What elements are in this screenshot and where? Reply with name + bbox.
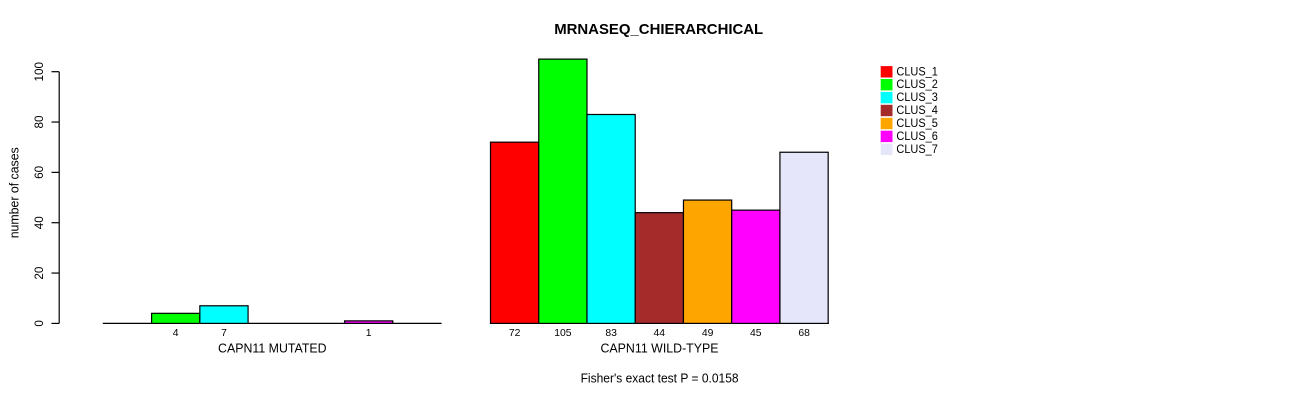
svg-text:100: 100 — [33, 61, 46, 81]
svg-text:49: 49 — [702, 328, 714, 339]
svg-text:45: 45 — [750, 328, 762, 339]
svg-text:CLUS_7: CLUS_7 — [896, 144, 938, 156]
svg-text:CAPN11 MUTATED: CAPN11 MUTATED — [218, 340, 327, 355]
svg-text:1: 1 — [366, 328, 372, 339]
svg-text:CLUS_1: CLUS_1 — [896, 66, 938, 78]
svg-text:number of cases: number of cases — [7, 147, 22, 238]
svg-text:7: 7 — [221, 328, 227, 339]
svg-text:Fisher's exact test P = 0.0158: Fisher's exact test P = 0.0158 — [581, 370, 739, 385]
svg-text:80: 80 — [33, 115, 46, 129]
svg-text:CLUS_6: CLUS_6 — [896, 131, 938, 143]
svg-text:CLUS_3: CLUS_3 — [896, 92, 938, 104]
svg-text:0: 0 — [33, 320, 46, 327]
svg-text:60: 60 — [33, 165, 46, 179]
svg-text:44: 44 — [654, 328, 666, 339]
svg-text:105: 105 — [554, 328, 572, 339]
svg-text:CLUS_2: CLUS_2 — [896, 79, 938, 91]
svg-text:68: 68 — [798, 328, 810, 339]
svg-text:4: 4 — [173, 328, 179, 339]
svg-text:83: 83 — [605, 328, 617, 339]
svg-text:40: 40 — [33, 216, 46, 230]
svg-text:CLUS_5: CLUS_5 — [896, 118, 938, 130]
svg-text:CAPN11 WILD-TYPE: CAPN11 WILD-TYPE — [601, 340, 719, 355]
svg-text:72: 72 — [509, 328, 521, 339]
svg-text:CLUS_4: CLUS_4 — [896, 105, 938, 117]
svg-text:MRNASEQ_CHIERARCHICAL: MRNASEQ_CHIERARCHICAL — [554, 21, 763, 38]
svg-text:20: 20 — [33, 266, 46, 280]
